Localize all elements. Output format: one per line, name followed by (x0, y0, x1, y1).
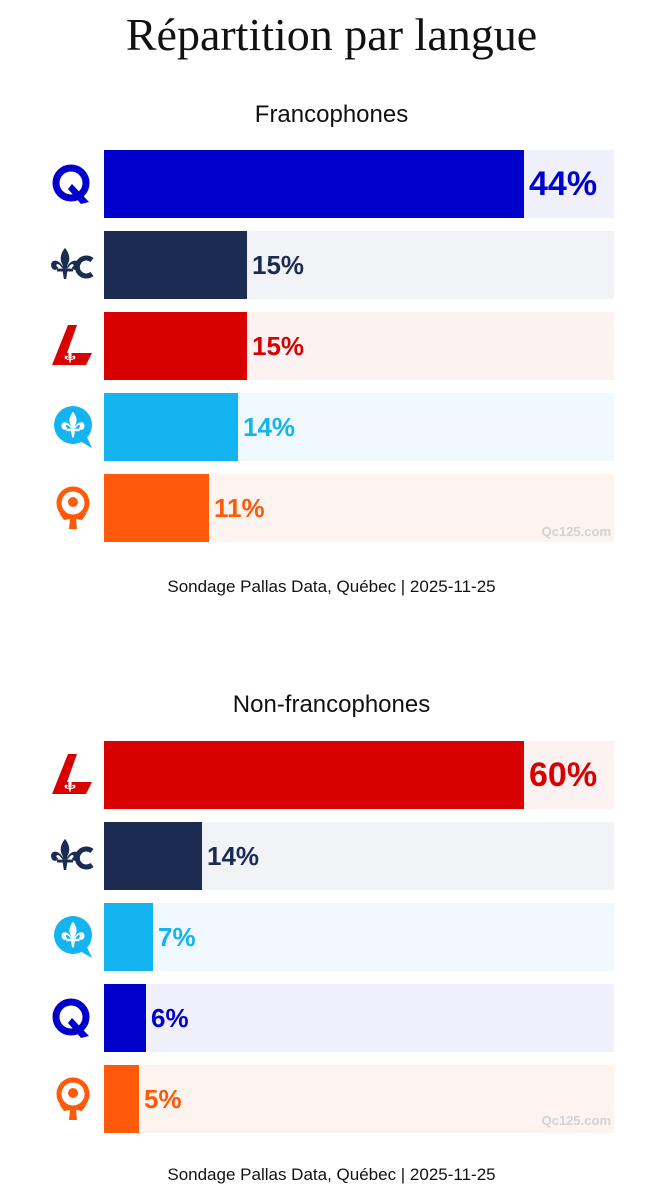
speech-fleur-de-lis-icon (48, 912, 98, 962)
bar-row-qs: 11% (0, 474, 663, 542)
fleur-de-lis-c-icon (48, 240, 98, 290)
caq-q-icon (48, 159, 98, 209)
bar-value-label: 15% (252, 250, 305, 280)
page-title: Répartition par langue (125, 9, 538, 60)
qs-figure-icon (48, 483, 98, 533)
qs-figure-icon (48, 1074, 98, 1124)
speech-fleur-de-lis-icon (48, 402, 98, 452)
bar-value-label: 60% (529, 756, 598, 794)
bar-row-caq: 6% (0, 984, 663, 1052)
bar-track: 11% (104, 474, 614, 542)
bar-value-label: 5% (144, 1084, 182, 1114)
chart-title: Non-francophones (232, 691, 431, 718)
bar-track: 6% (104, 984, 614, 1052)
bar-value-label: 6% (151, 1003, 189, 1033)
source-note: Sondage Pallas Data, Québec | 2025-11-25 (167, 1165, 496, 1184)
fleur-de-lis-c-icon (48, 831, 98, 881)
bar-track: 15% (104, 312, 614, 380)
bar-track: 14% (104, 393, 614, 461)
bar-plq (104, 741, 524, 809)
bar-row-pcq: 14% (0, 822, 663, 890)
bar-pq (104, 903, 153, 971)
bar-plq (104, 312, 247, 380)
bar-row-plq: 15% (0, 312, 663, 380)
chart-title: Francophones (254, 101, 409, 128)
bar-qs (104, 1065, 139, 1133)
liberal-l-icon (48, 321, 98, 371)
source-note: Sondage Pallas Data, Québec | 2025-11-25 (167, 577, 496, 596)
bar-caq (104, 150, 524, 218)
bar-track: 5% (104, 1065, 614, 1133)
bar-value-label: 14% (207, 841, 260, 871)
bar-value-label: 44% (529, 165, 598, 203)
bar-track: 60% (104, 741, 614, 809)
bar-pcq (104, 231, 247, 299)
watermark: Qc125.com (541, 524, 611, 539)
bar-row-qs: 5% (0, 1065, 663, 1133)
bar-value-label: 11% (214, 493, 265, 523)
bar-pq (104, 393, 238, 461)
bar-track: 15% (104, 231, 614, 299)
bar-pcq (104, 822, 202, 890)
bar-row-caq: 44% (0, 150, 663, 218)
bar-track: 7% (104, 903, 614, 971)
bar-value-label: 7% (158, 922, 196, 952)
bar-value-label: 14% (243, 412, 296, 442)
caq-q-icon (48, 993, 98, 1043)
bar-caq (104, 984, 146, 1052)
liberal-l-icon (48, 750, 98, 800)
bar-track: 14% (104, 822, 614, 890)
bar-row-plq: 60% (0, 741, 663, 809)
bar-value-label: 15% (252, 331, 305, 361)
bar-qs (104, 474, 209, 542)
bar-row-pq: 14% (0, 393, 663, 461)
bar-row-pq: 7% (0, 903, 663, 971)
bar-track: 44% (104, 150, 614, 218)
bar-row-pcq: 15% (0, 231, 663, 299)
watermark: Qc125.com (541, 1113, 611, 1128)
